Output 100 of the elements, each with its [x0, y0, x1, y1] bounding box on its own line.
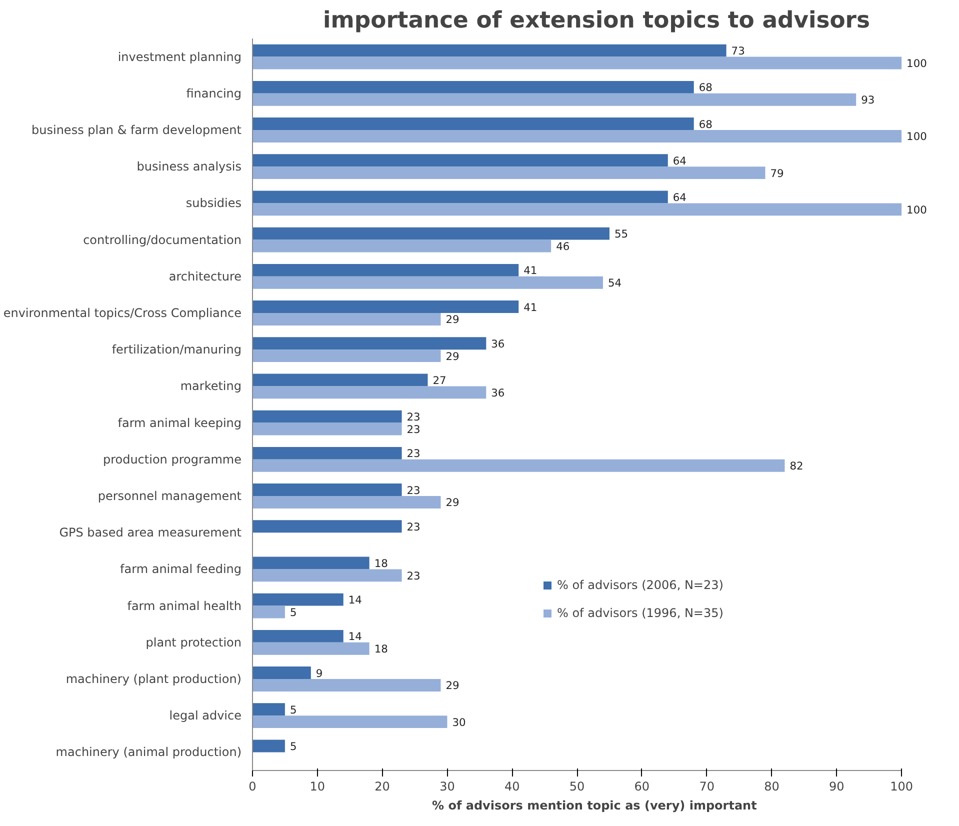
- data-label: 68: [698, 118, 713, 131]
- bar: [252, 276, 603, 289]
- x-tick-label: 100: [890, 780, 914, 794]
- bar: [252, 130, 902, 142]
- x-tick-label: 0: [248, 780, 256, 794]
- bar: [252, 264, 519, 276]
- y-tick-label: plant protection: [146, 635, 242, 650]
- bar: [252, 203, 902, 216]
- x-tick-label: 30: [440, 780, 455, 794]
- bar: [252, 374, 428, 386]
- x-tick-label: 90: [829, 780, 844, 794]
- y-tick-label: production programme: [102, 452, 242, 466]
- data-label: 23: [406, 447, 420, 460]
- y-tick-label: farm animal health: [127, 598, 242, 613]
- data-label: 29: [446, 679, 460, 692]
- data-label: 23: [406, 410, 420, 424]
- bar: [252, 166, 766, 180]
- y-tick-label: legal advice: [169, 708, 242, 723]
- y-tick-label: machinery (plant production): [66, 672, 242, 686]
- y-tick-label: machinery (animal production): [56, 745, 242, 760]
- data-label: 41: [524, 300, 538, 314]
- data-label: 46: [556, 240, 570, 254]
- bar: [252, 642, 370, 655]
- bar: [252, 666, 311, 679]
- y-tick-label: financing: [186, 86, 242, 100]
- data-label: 29: [446, 313, 460, 326]
- data-label: 18: [374, 642, 388, 656]
- x-tick-label: 40: [504, 780, 520, 794]
- bar: [252, 459, 785, 472]
- x-tick-label: 70: [699, 780, 714, 794]
- data-label: 64: [672, 154, 687, 168]
- bar: [252, 556, 370, 570]
- bar: [252, 118, 694, 130]
- x-tick-label: 60: [634, 780, 650, 794]
- bar: [252, 520, 402, 533]
- y-tick-label: personnel management: [98, 489, 242, 503]
- y-tick-label: architecture: [168, 269, 242, 284]
- bar: [252, 630, 344, 642]
- data-label: 36: [491, 337, 505, 350]
- bar: [252, 240, 552, 252]
- data-label: 23: [406, 569, 420, 582]
- bar: [252, 716, 448, 728]
- bar: [252, 190, 668, 204]
- data-label: 27: [432, 374, 446, 387]
- bar: [252, 44, 726, 57]
- y-tick-label: environmental topics/Cross Compliance: [3, 306, 242, 320]
- y-tick-label: controlling/documentation: [83, 232, 242, 247]
- data-label: 100: [906, 57, 928, 70]
- bar: [252, 593, 344, 606]
- x-axis-title: % of advisors mention topic as (very) important: [432, 798, 758, 812]
- bar: [252, 569, 402, 582]
- data-label: 9: [316, 666, 323, 680]
- y-tick-label: business plan & farm development: [32, 123, 242, 137]
- bar: [252, 313, 441, 326]
- y-tick-label: marketing: [180, 379, 242, 394]
- data-label: 18: [374, 556, 388, 570]
- data-label: 100: [906, 130, 928, 144]
- bar: [252, 80, 694, 94]
- x-tick-label: 80: [764, 780, 780, 794]
- data-label: 41: [524, 264, 538, 278]
- data-label: 73: [731, 44, 745, 58]
- data-label: 23: [406, 484, 420, 497]
- y-tick-label: fertilization/manuring: [112, 342, 242, 357]
- bar: [252, 386, 486, 399]
- bar: [252, 446, 402, 460]
- y-tick-label: farm animal keeping: [118, 416, 242, 430]
- bar: [252, 93, 856, 106]
- legend-label: % of advisors (1996, N=35): [557, 606, 724, 620]
- data-label: 54: [608, 276, 622, 290]
- bar: [252, 484, 402, 496]
- bar: [252, 227, 610, 240]
- bar: [252, 422, 402, 436]
- bar: [252, 703, 285, 716]
- data-label: 29: [446, 350, 460, 363]
- x-tick-label: 50: [569, 780, 585, 794]
- x-tick-label: 20: [374, 780, 390, 794]
- x-tick-label: 10: [310, 780, 326, 794]
- data-label: 64: [672, 190, 687, 204]
- data-label: 14: [348, 594, 362, 607]
- data-label: 5: [290, 703, 297, 716]
- y-tick-label: GPS based area measurement: [59, 526, 242, 540]
- data-label: 93: [861, 94, 875, 107]
- bar: [252, 350, 441, 362]
- data-label: 5: [290, 740, 297, 753]
- bar: [252, 154, 668, 167]
- data-label: 36: [491, 386, 505, 400]
- data-label: 100: [906, 203, 928, 216]
- y-tick-label: farm animal feeding: [120, 562, 242, 576]
- data-label: 79: [770, 166, 784, 180]
- data-label: 23: [406, 520, 420, 534]
- data-label: 23: [406, 423, 420, 436]
- data-label: 55: [614, 228, 628, 241]
- bar: [252, 410, 402, 423]
- data-label: 5: [290, 606, 297, 620]
- bar: [252, 606, 285, 618]
- y-tick-label: business analysis: [136, 160, 242, 174]
- data-label: 29: [446, 496, 460, 510]
- data-label: 82: [790, 460, 804, 473]
- data-label: 14: [348, 630, 362, 644]
- bar: [252, 679, 441, 692]
